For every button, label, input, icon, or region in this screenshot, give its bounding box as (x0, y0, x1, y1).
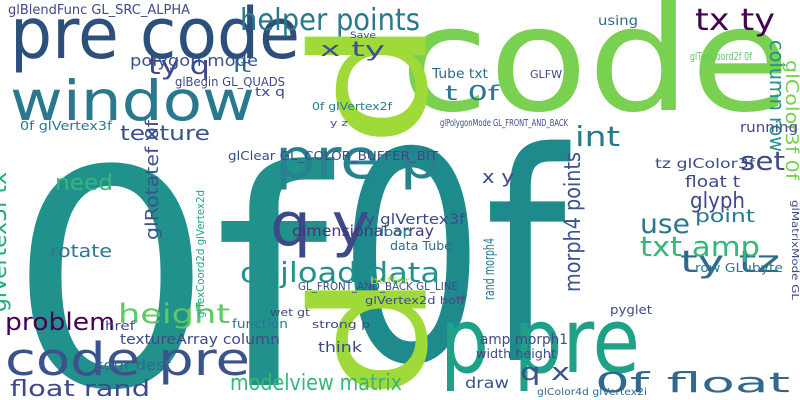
word: lt (233, 56, 251, 77)
word: data Tube (390, 239, 452, 253)
word: glVertex3f tx (0, 172, 12, 312)
word: glRotatef 0f (142, 119, 163, 240)
word: sour dest (95, 358, 172, 374)
word: ty tz (680, 245, 780, 280)
word: morph4 points (561, 152, 586, 292)
word: href (105, 319, 136, 333)
word: wet gt (270, 306, 311, 319)
word: glTexCoord2f 0f (690, 50, 753, 63)
word: glBegin GL_QUADS (175, 75, 285, 89)
word: height (118, 299, 230, 330)
word: polygon mode (130, 51, 258, 70)
word: problem (5, 308, 115, 336)
word: dimensional array (292, 222, 434, 240)
word: amp morph1 (480, 332, 568, 348)
word: float rand (10, 377, 150, 400)
word: 0f glVertex3f (20, 119, 113, 133)
word: glPolygonMode GL_FRONT_AND_BACK (440, 118, 568, 129)
word: rand morph4 (482, 238, 498, 300)
word: window (10, 69, 255, 133)
word: glMatrixMode GL (789, 200, 800, 301)
word: p (300, 18, 487, 148)
word: column row (765, 40, 789, 152)
word: txt amp (640, 230, 760, 263)
word: glClear GL_COLOR_BUFFER_BIT (228, 149, 439, 163)
word: loop (380, 225, 412, 239)
word: y glVertex3f (365, 212, 466, 228)
word: p (300, 272, 487, 400)
word: running (740, 120, 798, 136)
word: glVertex2d hoff (365, 294, 465, 307)
word: strong p (312, 318, 370, 331)
word: pre p (275, 127, 440, 191)
word: int (575, 120, 620, 153)
word: think (318, 340, 363, 356)
word: t 0f (445, 81, 501, 105)
word: tx q (255, 85, 285, 99)
word: use (640, 209, 690, 240)
word: function (232, 317, 288, 331)
word: helper points (240, 3, 420, 38)
word: GLFW (530, 68, 562, 81)
word: texture (120, 121, 210, 145)
word: glTexCoord2d glVertex2d (194, 190, 207, 318)
word: float t (685, 172, 740, 191)
word: q x (520, 358, 570, 386)
word: pre code (10, 0, 300, 75)
word: rotate (50, 241, 112, 262)
word: GL_FRONT_AND_BACK GL_LINE (298, 280, 458, 293)
word: 0f glVertex2f (312, 100, 393, 113)
word: code pre (5, 333, 250, 386)
word: objload data (240, 256, 440, 289)
word: row GLubyte (695, 261, 783, 275)
word: width height (476, 347, 556, 361)
word: 0f (338, 92, 571, 400)
word: Save (350, 31, 377, 41)
word: glyph (690, 189, 745, 214)
word: 0f float (595, 366, 790, 399)
word: q y (270, 190, 370, 260)
word: modelview matrix (230, 371, 402, 396)
word: 0f (8, 107, 335, 400)
word: textureArray column (120, 332, 280, 348)
word: set (740, 147, 785, 177)
word: point (695, 206, 755, 227)
word: code (400, 0, 790, 145)
word: tz glColor3f (655, 157, 756, 172)
word: x ty (320, 37, 385, 61)
word: tx ty (695, 3, 775, 38)
word: y z (330, 119, 348, 129)
word: pyglet (610, 303, 652, 317)
word: buffer (370, 276, 411, 287)
word: need (55, 171, 113, 196)
word: using (598, 14, 638, 29)
word: glColor3f 0f (781, 60, 800, 181)
word: glColor4d glVertex2i (537, 387, 647, 398)
word: x y (482, 167, 514, 188)
word: Tube txt (431, 67, 488, 82)
word: p pre (440, 289, 640, 394)
word: glBlendFunc GL_SRC_ALPHA (8, 3, 190, 18)
word: ty q (148, 51, 210, 81)
word: draw (465, 374, 509, 392)
